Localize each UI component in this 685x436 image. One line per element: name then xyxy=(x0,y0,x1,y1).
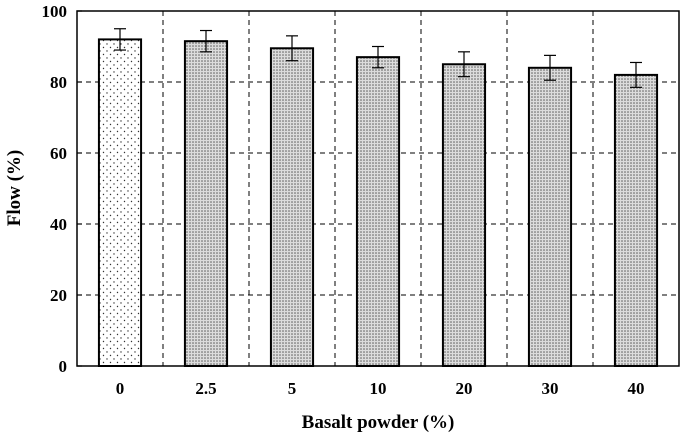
x-axis: 0 2.5 5 10 20 30 40 xyxy=(116,379,645,398)
y-tick-label: 100 xyxy=(42,2,68,21)
x-tick-label: 2.5 xyxy=(195,379,216,398)
x-tick-label: 5 xyxy=(288,379,297,398)
y-tick-label: 20 xyxy=(50,286,67,305)
bar-40 xyxy=(613,73,659,368)
bar-0 xyxy=(97,38,143,368)
y-tick-label: 60 xyxy=(50,144,67,163)
x-tick-label: 30 xyxy=(542,379,559,398)
error-bar-2.5 xyxy=(200,29,212,53)
error-bar-20 xyxy=(458,51,470,78)
y-tick-label: 80 xyxy=(50,73,67,92)
error-bar-10 xyxy=(372,45,384,69)
x-tick-label: 10 xyxy=(370,379,387,398)
error-bar-30 xyxy=(544,54,556,81)
bar-2.5 xyxy=(183,40,229,368)
error-bar-40 xyxy=(630,61,642,88)
bar-30 xyxy=(527,66,573,368)
y-tick-label: 40 xyxy=(50,215,67,234)
y-axis-title: Flow (%) xyxy=(4,150,25,227)
y-tick-label: 0 xyxy=(59,357,68,376)
y-axis: 0 20 40 60 80 100 xyxy=(42,2,82,376)
x-tick-label: 40 xyxy=(628,379,645,398)
error-bar-5 xyxy=(286,35,298,62)
x-tick-label: 20 xyxy=(456,379,473,398)
bars-group xyxy=(97,38,659,368)
bar-20 xyxy=(441,63,487,367)
bar-10 xyxy=(355,56,401,368)
error-bars-group xyxy=(114,28,642,88)
x-axis-title: Basalt powder (%) xyxy=(302,412,455,433)
x-tick-label: 0 xyxy=(116,379,125,398)
error-bar-0 xyxy=(114,28,126,51)
bar-5 xyxy=(269,47,315,368)
